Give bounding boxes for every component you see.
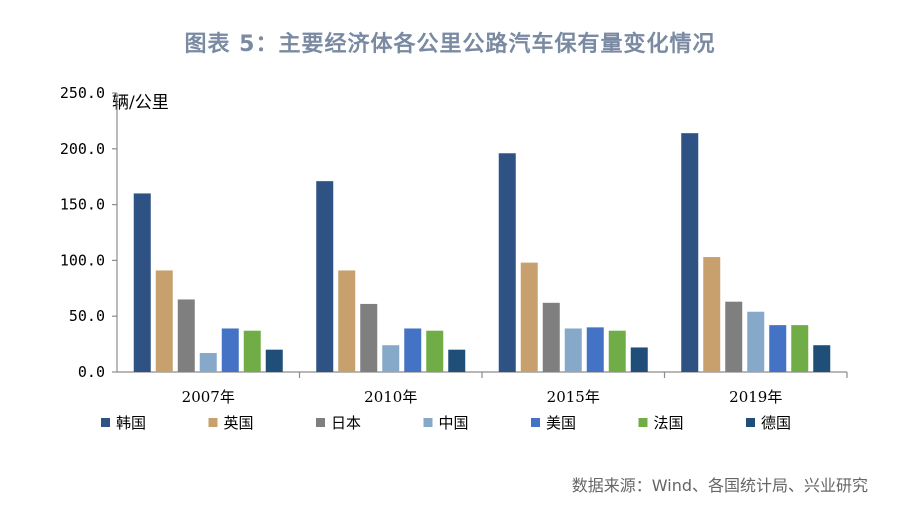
legend-swatch	[101, 418, 110, 427]
y-tick-label: 0.0	[78, 363, 105, 381]
bar	[133, 193, 151, 372]
legend-entry: 美国	[546, 414, 576, 432]
bar	[586, 327, 604, 372]
bar	[791, 325, 809, 372]
x-category-label: 2019年	[729, 388, 782, 406]
y-tick-label: 100.0	[60, 251, 105, 269]
x-category-label: 2010年	[364, 388, 417, 406]
legend-entry: 法国	[654, 414, 684, 432]
bar	[448, 349, 466, 372]
x-category-label: 2015年	[547, 388, 600, 406]
bar	[498, 153, 516, 372]
bar	[177, 299, 195, 372]
y-tick-label: 150.0	[60, 196, 105, 214]
bar	[813, 345, 831, 372]
legend-entry: 中国	[439, 414, 469, 432]
bar	[221, 328, 239, 372]
bar	[608, 330, 626, 372]
bar	[769, 325, 787, 372]
legend-swatch	[208, 418, 218, 427]
bar	[382, 345, 400, 372]
bar	[426, 330, 444, 372]
y-axis-unit-label: 辆/公里	[112, 93, 169, 113]
bar	[630, 347, 648, 372]
y-tick-label: 50.0	[69, 307, 105, 325]
bar	[703, 257, 721, 372]
bar	[747, 311, 765, 372]
bar	[564, 328, 582, 372]
y-tick-label: 200.0	[60, 140, 105, 158]
bar	[338, 270, 356, 372]
y-tick-label: 250.0	[60, 84, 105, 102]
legend-swatch	[531, 418, 540, 427]
bar	[360, 303, 378, 372]
x-category-label: 2007年	[182, 388, 235, 406]
bar	[725, 301, 743, 372]
bar	[681, 133, 699, 372]
legend-entry: 日本	[331, 414, 361, 432]
chart-title: 图表 5：主要经济体各公里公路汽车保有量变化情况	[184, 32, 716, 57]
legend-entry: 英国	[224, 414, 254, 432]
bar	[199, 353, 217, 372]
legend-swatch	[423, 418, 433, 427]
bar	[404, 328, 422, 372]
legend-swatch	[746, 418, 755, 427]
legend-entry: 德国	[761, 414, 791, 432]
bar	[265, 349, 283, 372]
bar	[155, 270, 173, 372]
bar	[316, 181, 334, 372]
legend-entry: 韩国	[116, 414, 146, 432]
legend-swatch	[316, 418, 325, 427]
bar	[542, 302, 560, 372]
source-note: 数据来源：Wind、各国统计局、兴业研究	[571, 476, 868, 495]
bar	[520, 262, 538, 372]
legend-swatch	[638, 418, 648, 427]
bar	[243, 330, 261, 372]
